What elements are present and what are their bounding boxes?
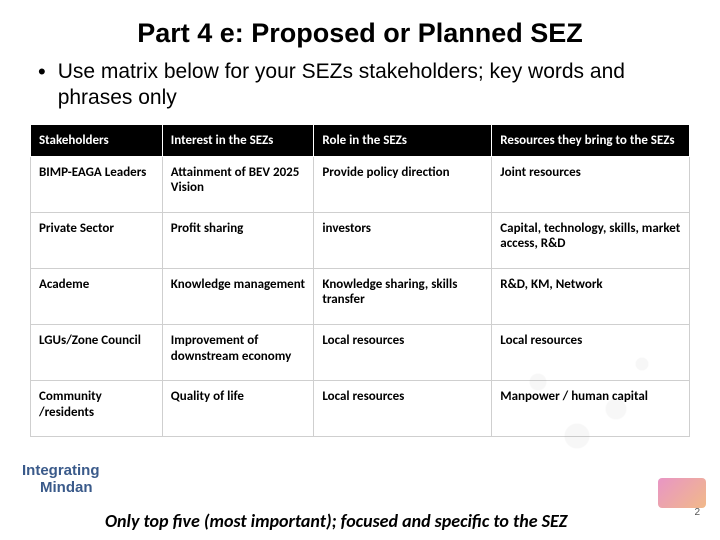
cell: LGUs/Zone Council (31, 325, 163, 381)
table-row: LGUs/Zone Council Improvement of downstr… (31, 325, 690, 381)
footer-brand-line: Integrating (22, 462, 100, 479)
cell: Academe (31, 268, 163, 324)
cell: Local resources (314, 325, 492, 381)
cell: Profit sharing (162, 212, 314, 268)
col-header: Resources they bring to the SEZs (492, 124, 690, 156)
cell: Provide policy direction (314, 156, 492, 212)
cell: Improvement of downstream economy (162, 325, 314, 381)
logo-icon (658, 478, 706, 508)
cell: Attainment of BEV 2025 Vision (162, 156, 314, 212)
table-row: Community /residents Quality of life Loc… (31, 381, 690, 437)
page-number: 2 (694, 507, 700, 518)
table-row: Private Sector Profit sharing investors … (31, 212, 690, 268)
cell: Private Sector (31, 212, 163, 268)
table-header-row: Stakeholders Interest in the SEZs Role i… (31, 124, 690, 156)
cell: Local resources (314, 381, 492, 437)
bullet-text: Use matrix below for your SEZs stakehold… (58, 59, 690, 112)
cell: Manpower / human capital (492, 381, 690, 437)
col-header: Stakeholders (31, 124, 163, 156)
slide: Part 4 e: Proposed or Planned SEZ • Use … (0, 0, 720, 540)
stakeholder-matrix-table: Stakeholders Interest in the SEZs Role i… (30, 124, 690, 438)
cell: BIMP-EAGA Leaders (31, 156, 163, 212)
cell: R&D, KM, Network (492, 268, 690, 324)
col-header: Role in the SEZs (314, 124, 492, 156)
cell: Local resources (492, 325, 690, 381)
slide-footer: Integrating Mindan 2 Only top five (most… (0, 466, 720, 540)
bullet-dot-icon: • (38, 59, 46, 85)
bullet-item: • Use matrix below for your SEZs stakeho… (30, 59, 690, 112)
cell: Capital, technology, skills, market acce… (492, 212, 690, 268)
table-row: BIMP-EAGA Leaders Attainment of BEV 2025… (31, 156, 690, 212)
col-header: Interest in the SEZs (162, 124, 314, 156)
cell: Community /residents (31, 381, 163, 437)
footer-branding: Integrating Mindan (22, 462, 100, 497)
footer-note: Only top five (most important); focused … (105, 510, 680, 533)
cell: Joint resources (492, 156, 690, 212)
footer-brand-line: Mindan (22, 479, 100, 496)
slide-title: Part 4 e: Proposed or Planned SEZ (30, 18, 690, 49)
cell: Quality of life (162, 381, 314, 437)
cell: Knowledge management (162, 268, 314, 324)
table-row: Academe Knowledge management Knowledge s… (31, 268, 690, 324)
cell: investors (314, 212, 492, 268)
cell: Knowledge sharing, skills transfer (314, 268, 492, 324)
